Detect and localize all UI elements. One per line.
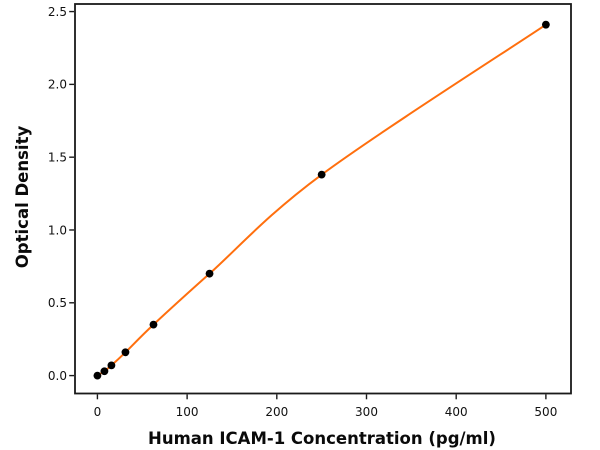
plot-area: 0 100 200 300 400 500 0.0 0.5 1.0 1.5 2.0 2.5 (48, 3, 572, 419)
y-tick-label: 2.0 (48, 78, 67, 92)
x-tick-label: 0 (94, 405, 102, 419)
x-axis-label: Human ICAM-1 Concentration (pg/ml) (148, 429, 496, 448)
y-axis-label: Optical Density (13, 126, 32, 269)
x-tick-label: 100 (176, 405, 199, 419)
y-tick-label: 0.5 (48, 296, 67, 310)
data-point (100, 367, 109, 376)
y-tick-label: 1.5 (48, 150, 67, 164)
data-point (107, 361, 116, 370)
data-point (541, 20, 550, 29)
data-point (121, 348, 130, 357)
y-tick-label: 0.0 (48, 369, 67, 383)
data-point (317, 170, 326, 179)
data-point (205, 269, 214, 278)
y-tick-label: 1.0 (48, 223, 67, 237)
data-point (149, 320, 158, 329)
x-tick-label: 400 (445, 405, 468, 419)
fit-curve (96, 23, 547, 377)
x-tick-label: 300 (355, 405, 378, 419)
x-tick-label: 200 (265, 405, 288, 419)
plot-border (74, 3, 572, 395)
x-tick-label: 500 (534, 405, 557, 419)
y-tick-label: 2.5 (48, 5, 67, 19)
data-point (93, 371, 102, 380)
